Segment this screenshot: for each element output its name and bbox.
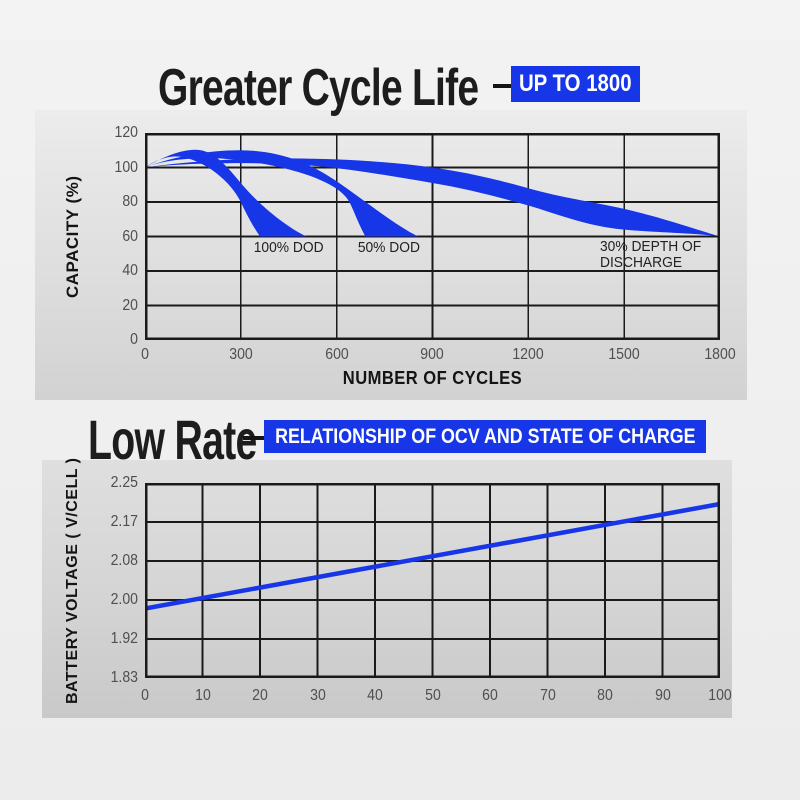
bottom-chart-panel <box>42 460 732 718</box>
ocv-chart <box>145 483 720 678</box>
ocv-line <box>145 501 720 611</box>
y-tick-label: 40 <box>122 262 138 279</box>
annotation-100-dod: 100% DOD <box>253 239 324 256</box>
x-tick-label: 20 <box>252 687 268 704</box>
x-tick-label: 0 <box>141 346 149 363</box>
x-tick-label: 40 <box>367 687 383 704</box>
y-tick-label: 1.83 <box>110 669 138 686</box>
y-tick-label: 80 <box>122 193 138 210</box>
x-tick-label: 1800 <box>704 346 736 363</box>
capacity-axis-title: CAPACITY (%) <box>63 175 82 298</box>
voltage-axis-title: BATTERY VOLTAGE ( V/CELL ) <box>64 457 81 704</box>
band-30-dod <box>145 158 720 237</box>
x-tick-label: 0 <box>141 687 149 704</box>
cycle-life-chart <box>145 133 720 340</box>
plot-border <box>145 483 720 678</box>
y-tick-label: 120 <box>114 124 138 141</box>
cycles-axis-title: NUMBER OF CYCLES <box>342 368 523 388</box>
y-tick-label: 2.17 <box>110 513 138 530</box>
x-tick-label: 900 <box>420 346 444 363</box>
band-50-dod <box>145 150 419 237</box>
y-tick-label: 60 <box>122 227 138 245</box>
x-tick-label: 100 <box>708 687 732 704</box>
section2-badge-label: RELATIONSHIP OF OCV AND STATE OF CHARGE <box>274 424 696 448</box>
x-tick-label: 70 <box>539 687 556 704</box>
y-tick-label: 100 <box>114 158 138 176</box>
x-tick-label: 300 <box>229 346 253 363</box>
annotation-30-dod: 30% DEPTH OF DISCHARGE <box>600 238 702 271</box>
gridlines <box>145 483 720 678</box>
x-tick-label: 60 <box>482 687 498 704</box>
title-badge-connector <box>243 436 265 440</box>
y-tick-label: 20 <box>122 296 138 314</box>
y-tick-label: 0 <box>130 331 138 348</box>
dod-bands <box>145 149 720 237</box>
x-tick-label: 600 <box>325 346 349 363</box>
x-tick-label: 80 <box>597 687 613 704</box>
y-tick-label: 2.25 <box>110 474 138 491</box>
y-tick-label: 2.00 <box>110 591 138 608</box>
section1-title: Greater Cycle Life <box>158 59 479 117</box>
x-tick-label: 50 <box>424 687 441 704</box>
x-tick-label: 1200 <box>512 346 544 363</box>
x-tick-label: 1500 <box>608 346 640 363</box>
title-badge-connector <box>493 84 512 88</box>
x-tick-label: 10 <box>194 687 211 704</box>
section1-badge: UP TO 1800 <box>511 66 640 102</box>
section1-badge-label: UP TO 1800 <box>519 70 632 97</box>
gridlines <box>145 133 720 340</box>
y-tick-label: 2.08 <box>110 552 138 569</box>
top-chart-panel <box>35 110 747 400</box>
x-tick-label: 90 <box>654 687 671 704</box>
x-tick-label: 30 <box>309 687 326 704</box>
y-tick-label: 1.92 <box>110 630 138 647</box>
section2-badge: RELATIONSHIP OF OCV AND STATE OF CHARGE <box>264 420 706 453</box>
plot-border <box>145 133 720 340</box>
band-100-dod <box>145 149 307 237</box>
section2-title: Low Rate <box>88 408 257 471</box>
annotation-50-dod: 50% DOD <box>357 239 420 256</box>
